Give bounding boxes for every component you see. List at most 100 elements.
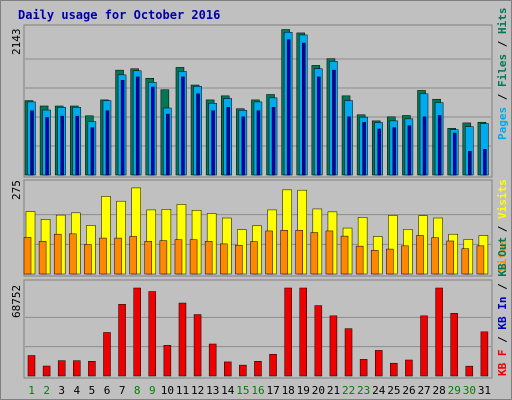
bar-kb-day-29 [450, 313, 458, 377]
legend-separator: / [496, 87, 509, 107]
bar-pages-day-6 [105, 110, 110, 176]
visits-ymax-label: 275 [10, 180, 23, 200]
bar-sites-day-21 [325, 230, 334, 275]
day-label: 18 [282, 384, 295, 397]
bar-pages-day-18 [286, 39, 291, 176]
bar-sites-day-29 [446, 240, 454, 275]
day-label: 31 [478, 384, 491, 397]
day-label: 14 [221, 384, 235, 397]
legend-separator: / [496, 277, 509, 297]
day-label: 10 [161, 384, 174, 397]
visits-legend: Sites / Visits [496, 179, 509, 272]
bar-kb-day-7 [118, 304, 126, 377]
legend-text: KB F / KB In / KB Out [496, 237, 509, 376]
bar-kb-day-18 [284, 287, 292, 377]
legend-kb-f: KB F [496, 350, 509, 377]
bar-kb-day-1 [27, 355, 36, 377]
bar-kb-day-10 [163, 345, 172, 377]
bar-sites-day-28 [431, 237, 439, 275]
bar-kb-day-4 [73, 360, 81, 377]
bar-sites-day-16 [250, 241, 258, 275]
bar-pages-day-9 [151, 86, 155, 176]
day-label: 13 [206, 384, 219, 397]
chart-title: Daily usage for October 2016 [18, 8, 220, 22]
bar-kb-day-23 [359, 359, 368, 377]
bar-sites-day-5 [84, 244, 92, 275]
bar-sites-day-9 [144, 241, 153, 275]
kbytes-legend: KB F / KB In / KB Out [496, 237, 509, 376]
bar-kb-day-24 [374, 350, 383, 377]
bar-pages-day-11 [181, 76, 185, 176]
kbytes-bars-group [25, 287, 491, 377]
bar-pages-day-15 [241, 116, 246, 176]
bar-sites-day-18 [280, 230, 288, 275]
bar-sites-day-14 [220, 243, 228, 275]
day-label: 30 [463, 384, 476, 397]
bar-kb-day-9 [148, 291, 157, 377]
bar-sites-day-31 [476, 245, 485, 275]
bar-kb-day-30 [465, 365, 474, 377]
bar-pages-day-31 [483, 149, 487, 176]
day-label: 28 [433, 384, 446, 397]
day-label: 23 [357, 384, 370, 397]
bar-sites-day-6 [99, 237, 107, 275]
day-label: 6 [104, 384, 111, 397]
bar-sites-day-8 [129, 236, 137, 275]
day-label: 12 [191, 384, 204, 397]
bar-pages-day-19 [301, 42, 306, 176]
legend-sites: Sites [496, 239, 509, 272]
bar-sites-day-24 [370, 250, 379, 275]
bar-kb-day-12 [193, 314, 202, 377]
bar-pages-day-8 [135, 76, 140, 176]
bar-pages-day-20 [317, 76, 321, 176]
bar-pages-day-21 [332, 69, 336, 176]
bar-kb-day-27 [420, 315, 428, 377]
bar-sites-day-4 [69, 233, 77, 275]
bar-kb-day-11 [178, 302, 187, 377]
bar-pages-day-23 [362, 121, 366, 176]
bar-sites-day-20 [310, 232, 319, 275]
day-label: 26 [402, 384, 415, 397]
bar-sites-day-26 [401, 245, 409, 275]
day-labels: 1 2 3 4 5 6 7 8 9 10 11 12 13 14 15 16 17 18 19 20 21 22 23 24 2… [28, 384, 491, 397]
bar-kb-day-3 [57, 360, 66, 377]
bar-sites-day-30 [461, 248, 470, 275]
day-label: 19 [297, 384, 310, 397]
bar-pages-day-25 [392, 127, 397, 176]
bar-kb-day-15 [239, 364, 247, 377]
bar-pages-day-1 [30, 110, 34, 176]
bar-sites-day-7 [114, 237, 122, 275]
hits-ymax-label: 2143 [10, 29, 23, 56]
day-label: 27 [417, 384, 430, 397]
bar-sites-day-12 [189, 239, 198, 275]
day-label: 16 [251, 384, 264, 397]
bar-pages-day-13 [211, 110, 215, 176]
bar-kb-day-28 [435, 287, 443, 377]
bar-pages-day-27 [422, 116, 427, 176]
bar-kb-day-26 [405, 359, 413, 377]
bar-pages-day-3 [60, 115, 64, 176]
bar-kb-day-20 [314, 305, 323, 377]
day-label: 7 [119, 384, 126, 397]
bar-sites-day-17 [265, 230, 273, 275]
bar-pages-day-29 [452, 132, 457, 176]
day-label: 25 [387, 384, 400, 397]
bar-sites-day-22 [340, 235, 349, 275]
legend-text: Sites / Visits [496, 179, 509, 272]
bar-pages-day-12 [196, 93, 200, 176]
bar-pages-day-2 [45, 117, 49, 176]
day-label: 9 [149, 384, 156, 397]
bar-kb-day-6 [103, 332, 111, 377]
bar-pages-day-26 [407, 125, 412, 176]
legend-separator: / [496, 330, 509, 350]
bar-kb-day-2 [42, 365, 51, 377]
bar-sites-day-1 [23, 237, 32, 275]
bar-pages-day-28 [437, 115, 442, 176]
bar-sites-day-27 [416, 235, 424, 275]
legend-separator: / [496, 219, 509, 239]
bar-sites-day-11 [174, 239, 183, 275]
bar-kb-day-31 [480, 331, 489, 377]
bar-pages-day-22 [347, 116, 351, 176]
bar-kb-day-25 [390, 362, 398, 377]
